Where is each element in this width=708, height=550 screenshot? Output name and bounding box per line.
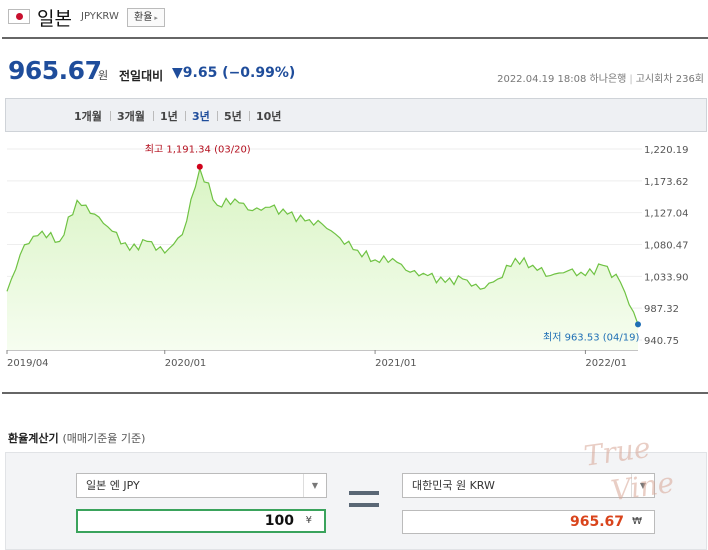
- exchange-rate-chart: 1,220.19 1,173.62 1,127.04 1,080.47 1,033.90…: [0, 140, 708, 370]
- x-tick-label: 2019/04: [7, 358, 49, 369]
- current-price: 965.67: [8, 56, 102, 85]
- tab-5-years[interactable]: 5년: [224, 110, 242, 123]
- price-meta: 2022.04.19 18:08 하나은행 | 고시회차 236회: [497, 74, 704, 85]
- tab-1-year[interactable]: 1년: [160, 110, 178, 123]
- section-divider: [2, 392, 708, 394]
- to-currency-value: 대한민국 원 KRW: [412, 479, 495, 492]
- low-point-marker: [635, 321, 641, 328]
- x-tick-label: 2020/01: [165, 358, 207, 369]
- from-amount-value: 100: [264, 513, 294, 529]
- series-line: [6, 166, 639, 325]
- from-currency-value: 일본 엔 JPY: [86, 479, 140, 492]
- low-label: 최저 963.53 (04/19): [543, 331, 639, 343]
- to-amount-output: 965.67 ₩: [402, 510, 655, 534]
- x-tick-label: 2022/01: [585, 358, 627, 369]
- to-amount-value: 965.67: [569, 514, 624, 530]
- bank-name: 하나은행: [589, 74, 627, 85]
- to-currency-select[interactable]: 대한민국 원 KRW ▼: [402, 473, 655, 498]
- high-label: 최고 1,191.34 (03/20): [145, 144, 251, 156]
- equals-icon: [349, 491, 379, 509]
- chevron-down-icon[interactable]: ▼: [303, 474, 326, 497]
- calculator-subtitle: (매매기준율 기준): [62, 432, 146, 445]
- x-tick-label: 2021/01: [375, 358, 417, 369]
- chart-svg: 1,220.19 1,173.62 1,127.04 1,080.47 1,033.90…: [6, 144, 689, 369]
- chevron-right-icon: ▸: [154, 14, 158, 22]
- price-timestamp: 2022.04.19 18:08: [497, 74, 587, 85]
- y-tick-label: 1,127.04: [644, 209, 689, 220]
- page-header: 일본 JPYKRW 환율 ▸: [0, 0, 708, 38]
- exchange-rate-button[interactable]: 환율 ▸: [127, 8, 165, 27]
- y-tick-label: 1,033.90: [644, 272, 689, 283]
- tab-3-years[interactable]: 3년: [192, 110, 210, 123]
- period-tabs: 1개월 3개월 1년 3년 5년 10년: [5, 98, 707, 132]
- watermark-logo: True Vine: [581, 430, 677, 508]
- high-point-marker: [196, 163, 203, 170]
- tab-10-years[interactable]: 10년: [256, 110, 282, 123]
- yen-symbol: ¥: [305, 515, 312, 526]
- from-amount-input[interactable]: 100 ¥: [76, 509, 326, 533]
- header-divider: [2, 37, 708, 39]
- currency-code: JPYKRW: [81, 11, 119, 22]
- notice-round: 고시회차 236회: [635, 74, 704, 85]
- y-tick-label: 1,173.62: [644, 177, 689, 188]
- price-summary: 965.67 원 전일대비 ▼9.65 (−0.99%) 2022.04.19 …: [0, 52, 708, 92]
- won-symbol: ₩: [632, 516, 642, 527]
- price-change: ▼9.65 (−0.99%): [172, 65, 296, 81]
- from-currency-select[interactable]: 일본 엔 JPY ▼: [76, 473, 327, 498]
- y-tick-label: 940.75: [644, 336, 679, 347]
- prev-day-label: 전일대비: [119, 69, 164, 83]
- area-fill: [7, 168, 638, 350]
- japan-flag-icon: [8, 9, 30, 24]
- calculator-title-text: 환율계산기: [8, 432, 59, 445]
- y-tick-label: 1,220.19: [644, 145, 689, 156]
- exchange-rate-button-label: 환율: [134, 12, 153, 23]
- y-tick-label: 987.32: [644, 304, 679, 315]
- calculator-title: 환율계산기 (매매기준율 기준): [8, 430, 145, 446]
- tab-3-months[interactable]: 3개월: [117, 110, 145, 123]
- y-tick-label: 1,080.47: [644, 241, 689, 252]
- tab-1-month[interactable]: 1개월: [74, 110, 102, 123]
- price-unit: 원: [98, 69, 109, 82]
- chevron-down-icon[interactable]: ▼: [631, 474, 654, 497]
- currency-title: 일본: [37, 8, 72, 30]
